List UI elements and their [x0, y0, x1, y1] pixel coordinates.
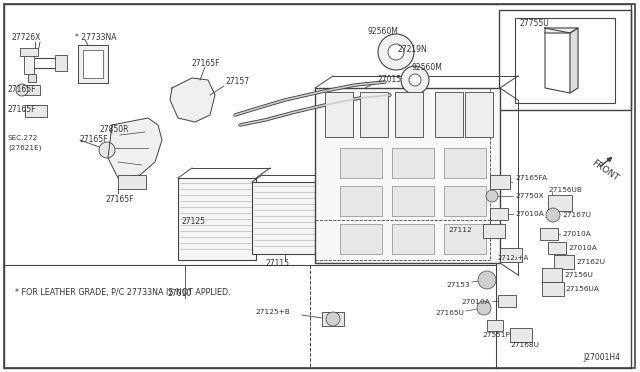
- Circle shape: [99, 142, 115, 158]
- Text: 27750X: 27750X: [515, 193, 543, 199]
- Bar: [499, 10, 631, 110]
- Text: 27167U: 27167U: [562, 212, 591, 218]
- Bar: [548, 242, 566, 254]
- Bar: [465, 92, 493, 137]
- Text: 27165F: 27165F: [192, 58, 221, 67]
- Bar: [28, 74, 36, 82]
- Bar: [510, 328, 532, 342]
- Text: 27162U: 27162U: [576, 259, 605, 265]
- Text: 92560M: 92560M: [412, 64, 443, 73]
- Bar: [542, 282, 564, 296]
- Text: 27165FA: 27165FA: [515, 175, 547, 181]
- Bar: [20, 48, 38, 56]
- Text: 27165F: 27165F: [8, 86, 36, 94]
- Text: (27621E): (27621E): [8, 145, 42, 151]
- Text: 27157: 27157: [225, 77, 249, 87]
- Bar: [487, 320, 503, 331]
- Text: * 27733NA: * 27733NA: [75, 32, 116, 42]
- Bar: [490, 175, 510, 189]
- Text: 27010A: 27010A: [461, 299, 490, 305]
- Text: 27156UA: 27156UA: [565, 286, 599, 292]
- Bar: [435, 92, 463, 137]
- Bar: [252, 182, 317, 254]
- Text: 27010A: 27010A: [515, 211, 544, 217]
- Polygon shape: [108, 118, 162, 178]
- Bar: [340, 186, 382, 216]
- Bar: [118, 175, 146, 189]
- Bar: [322, 312, 344, 326]
- Text: 27850R: 27850R: [100, 125, 129, 135]
- Text: 27125: 27125: [182, 218, 206, 227]
- Bar: [515, 18, 615, 103]
- Text: 27156U: 27156U: [564, 272, 593, 278]
- Bar: [444, 224, 486, 254]
- Text: 27156UB: 27156UB: [548, 187, 582, 193]
- Polygon shape: [170, 78, 215, 122]
- Bar: [444, 186, 486, 216]
- Bar: [540, 228, 558, 240]
- Circle shape: [378, 34, 414, 70]
- Bar: [548, 195, 572, 211]
- Text: 27165U: 27165U: [435, 310, 464, 316]
- Circle shape: [486, 190, 498, 202]
- Text: 27153: 27153: [447, 282, 470, 288]
- Bar: [490, 208, 508, 220]
- Text: J27001H4: J27001H4: [583, 353, 620, 362]
- Bar: [554, 255, 574, 269]
- Bar: [392, 224, 434, 254]
- Text: 27015: 27015: [378, 76, 402, 84]
- Text: 27168U: 27168U: [510, 342, 539, 348]
- Text: 27551P: 27551P: [482, 332, 510, 338]
- Bar: [315, 88, 500, 263]
- Bar: [178, 178, 256, 260]
- Circle shape: [477, 301, 491, 315]
- Text: 27010: 27010: [168, 289, 192, 298]
- Text: * FOR LEATHER GRADE, P/C 27733NA IS NOT APPLIED.: * FOR LEATHER GRADE, P/C 27733NA IS NOT …: [15, 288, 230, 296]
- Text: 27755U: 27755U: [519, 19, 548, 28]
- Text: 2712₂+A: 2712₂+A: [498, 255, 529, 261]
- Bar: [395, 92, 423, 137]
- Text: 27165F: 27165F: [8, 106, 36, 115]
- Text: 27165F: 27165F: [106, 196, 134, 205]
- Text: 27219N: 27219N: [397, 45, 427, 55]
- Bar: [542, 268, 562, 282]
- Circle shape: [401, 66, 429, 94]
- Text: 27112: 27112: [448, 227, 472, 233]
- Text: 27010A: 27010A: [562, 231, 591, 237]
- Bar: [392, 186, 434, 216]
- Circle shape: [16, 84, 28, 96]
- Text: SEC.272: SEC.272: [8, 135, 38, 141]
- Text: 27115: 27115: [265, 260, 289, 269]
- Bar: [22, 85, 40, 95]
- Text: 92560M: 92560M: [367, 28, 398, 36]
- Text: 27165F: 27165F: [80, 135, 109, 144]
- Bar: [55, 55, 67, 71]
- Bar: [500, 248, 522, 262]
- Bar: [392, 148, 434, 178]
- Circle shape: [326, 312, 340, 326]
- Polygon shape: [570, 28, 578, 93]
- Circle shape: [478, 271, 496, 289]
- Text: 27726X: 27726X: [12, 33, 42, 42]
- Bar: [360, 92, 388, 137]
- Bar: [24, 52, 34, 74]
- Text: FRONT: FRONT: [590, 158, 620, 183]
- Bar: [483, 224, 505, 238]
- Circle shape: [388, 44, 404, 60]
- Polygon shape: [545, 28, 578, 33]
- Text: 27010A: 27010A: [568, 245, 596, 251]
- Circle shape: [546, 208, 560, 222]
- Bar: [325, 92, 353, 137]
- Bar: [25, 105, 47, 117]
- Circle shape: [409, 74, 421, 86]
- Bar: [444, 148, 486, 178]
- Polygon shape: [545, 28, 570, 93]
- Bar: [78, 45, 108, 83]
- Bar: [83, 50, 103, 78]
- Bar: [498, 295, 516, 307]
- Bar: [340, 224, 382, 254]
- Text: 27125+B: 27125+B: [255, 309, 290, 315]
- Bar: [340, 148, 382, 178]
